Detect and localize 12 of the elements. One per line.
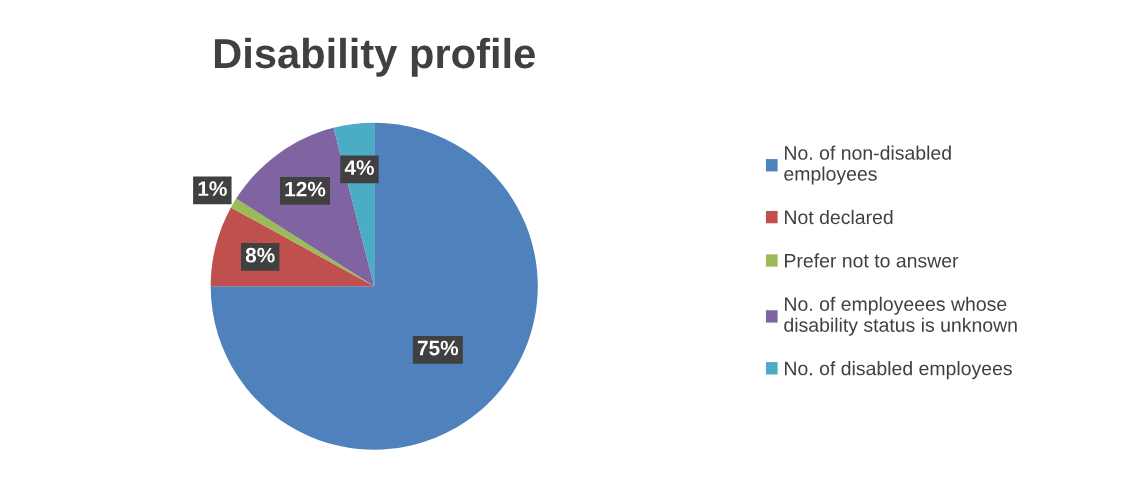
data-label: 4% <box>344 160 374 175</box>
legend-label: No. of disabled employees <box>785 361 1012 380</box>
legend-label: No. of non-disabled employees <box>784 145 951 185</box>
chart-title: Disability profile <box>214 37 535 77</box>
legend-label: No. of employeees whose disability status is unknown <box>784 296 1017 336</box>
legend-label: Prefer not to answer <box>785 253 959 268</box>
data-label: 75% <box>417 340 459 356</box>
pie-slice <box>230 198 375 287</box>
data-label: 8% <box>245 247 275 263</box>
data-label: 12% <box>285 181 326 197</box>
legend-label: Not declared <box>785 209 893 225</box>
data-label: 1% <box>198 181 227 197</box>
